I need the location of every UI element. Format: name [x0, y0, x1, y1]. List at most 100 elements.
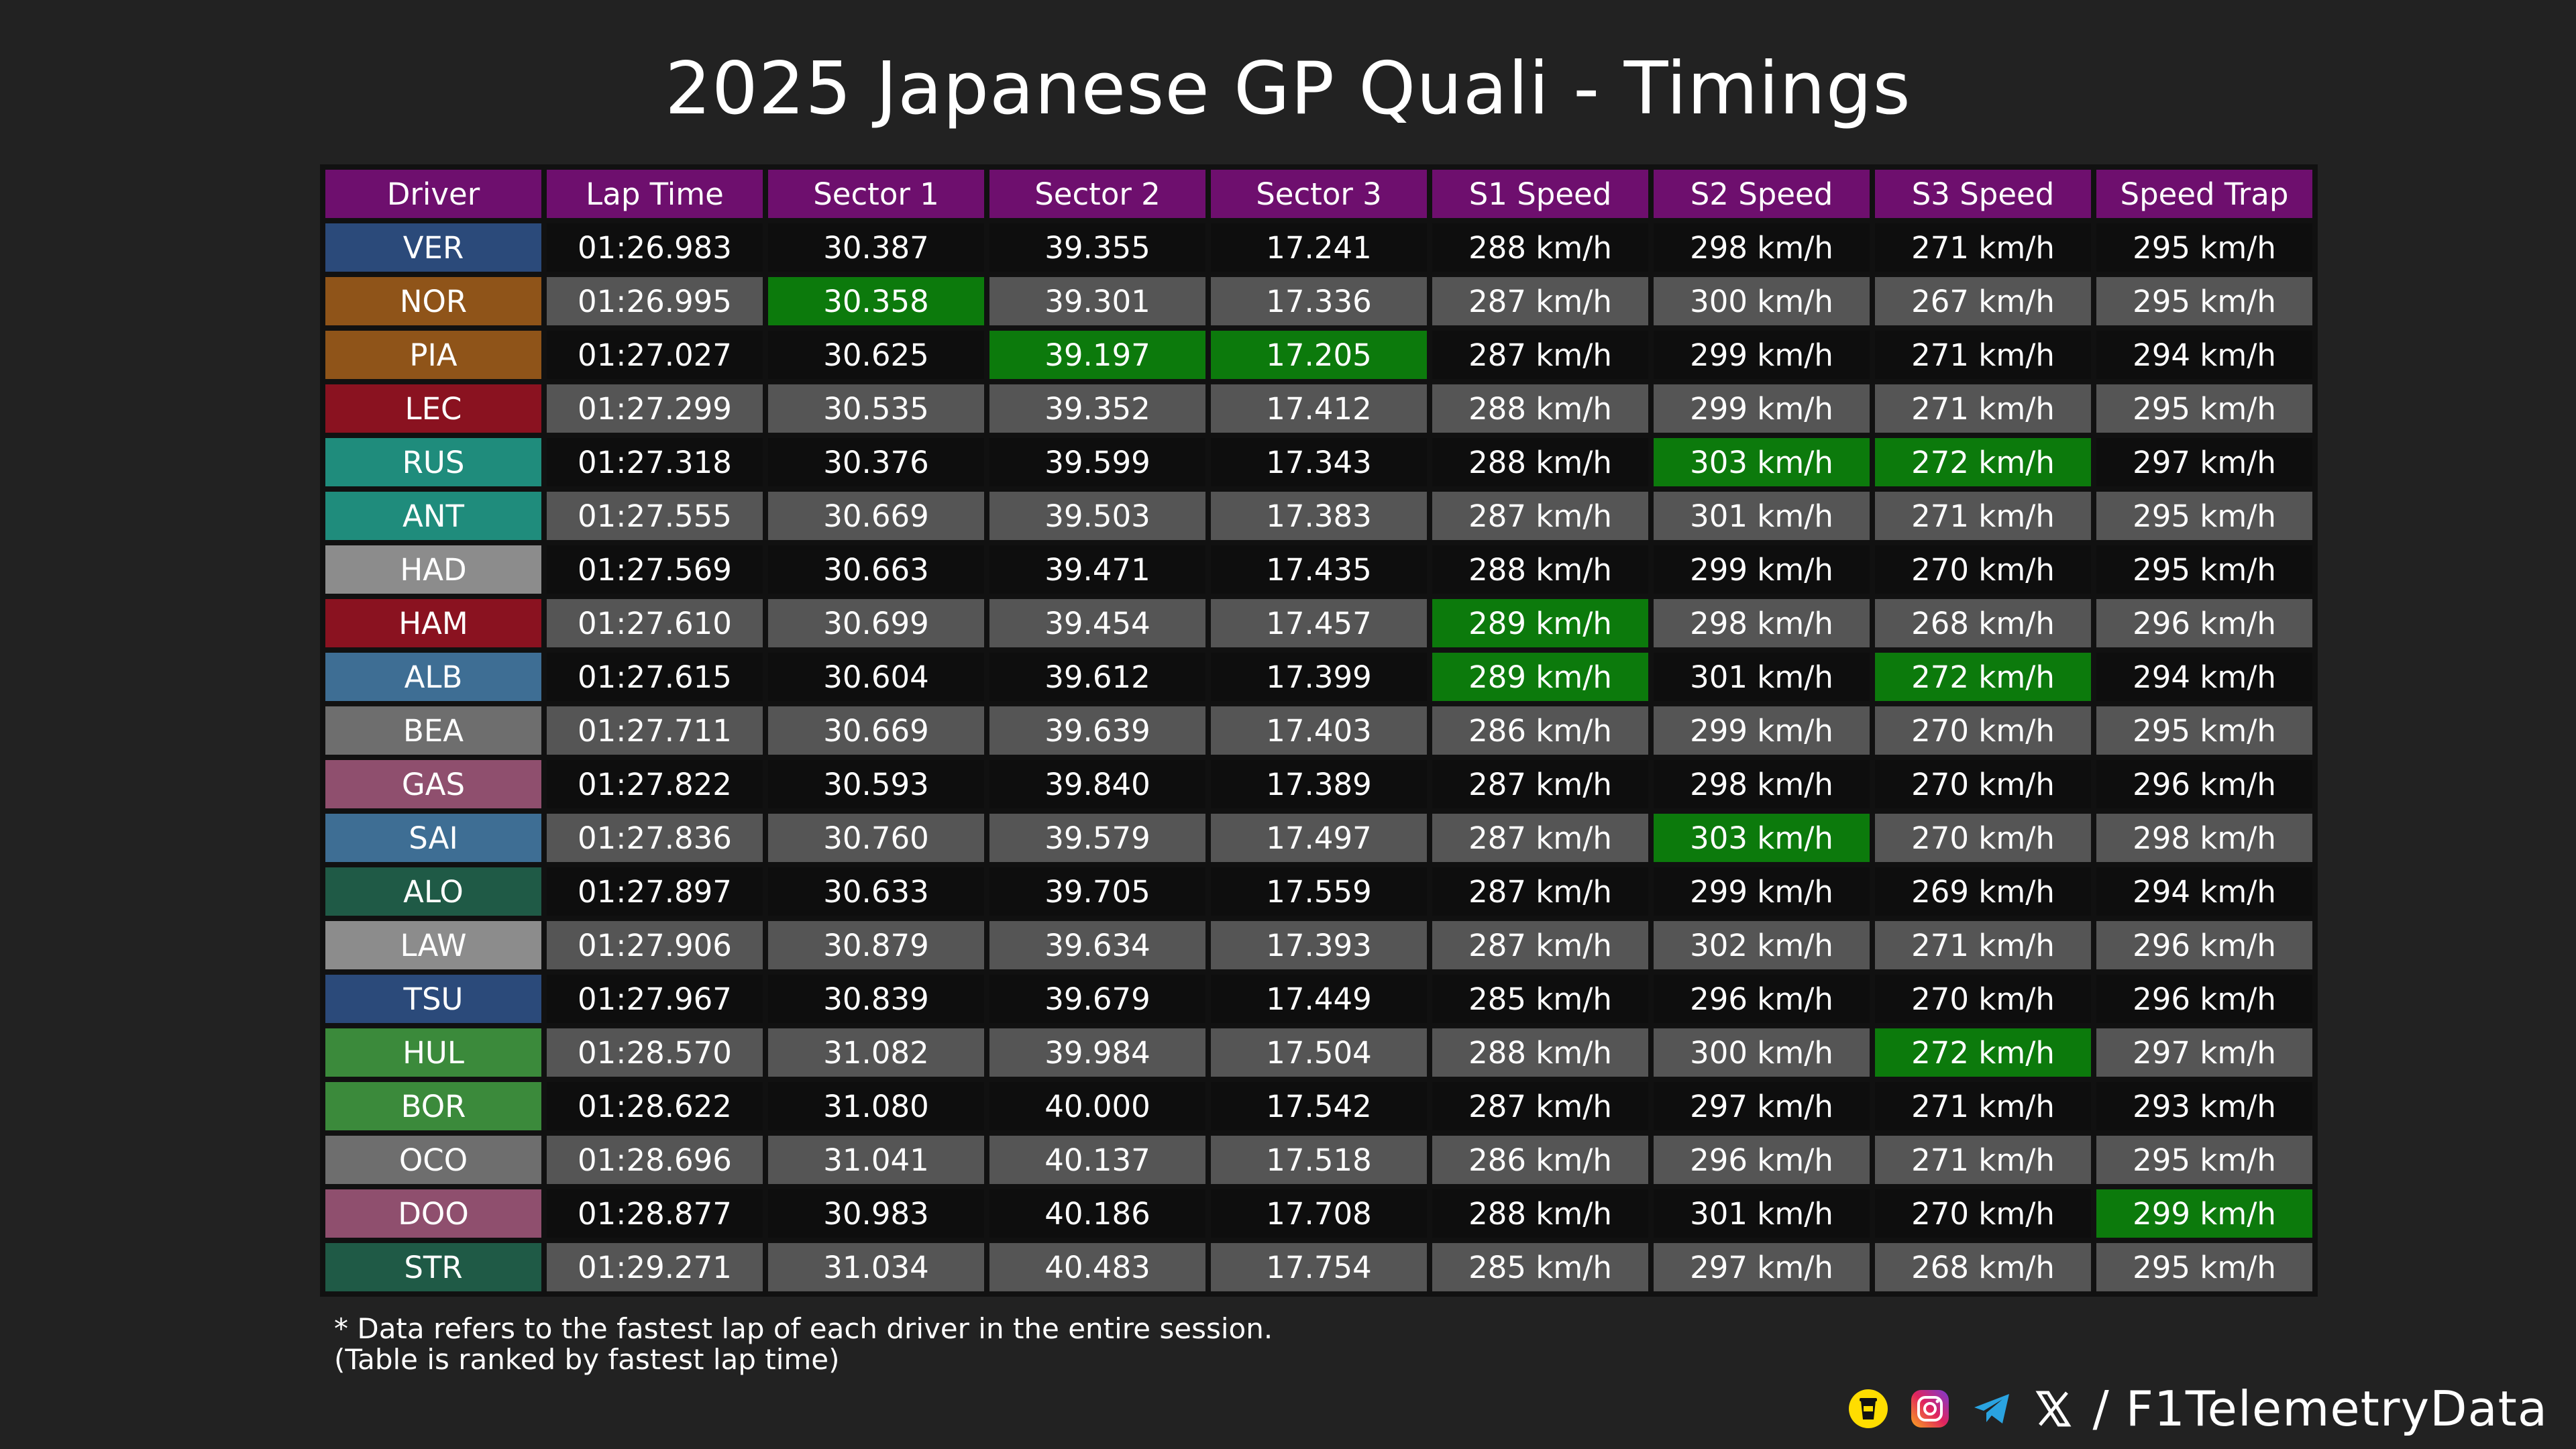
- s2-speed-cell: 301 km/h: [1651, 650, 1872, 704]
- telegram-icon[interactable]: [1970, 1387, 2014, 1431]
- s1-cell: 31.080: [765, 1079, 987, 1133]
- s3-cell: 17.383: [1208, 489, 1430, 543]
- s2-cell: 39.840: [987, 757, 1208, 811]
- driver-cell: BEA: [323, 704, 544, 757]
- lap-time-cell: 01:27.299: [544, 382, 765, 435]
- s3-speed-cell: 271 km/h: [1872, 328, 2094, 382]
- s2-cell: 39.984: [987, 1026, 1208, 1079]
- s1-speed-cell: 287 km/h: [1430, 328, 1651, 382]
- s2-cell: 39.503: [987, 489, 1208, 543]
- buymeacoffee-icon[interactable]: [1846, 1387, 1890, 1431]
- s3-speed-cell: 272 km/h: [1872, 650, 2094, 704]
- driver-cell: LAW: [323, 918, 544, 972]
- lap-time-cell: 01:29.271: [544, 1240, 765, 1294]
- driver-cell: ALO: [323, 865, 544, 918]
- s1-cell: 30.839: [765, 972, 987, 1026]
- lap-time-cell: 01:27.836: [544, 811, 765, 865]
- s1-speed-cell: 287 km/h: [1430, 811, 1651, 865]
- speed-trap-cell: 296 km/h: [2094, 757, 2315, 811]
- s1-cell: 30.879: [765, 918, 987, 972]
- driver-cell: RUS: [323, 435, 544, 489]
- lap-time-cell: 01:26.983: [544, 221, 765, 274]
- s1-cell: 30.387: [765, 221, 987, 274]
- s2-cell: 39.352: [987, 382, 1208, 435]
- table-row: LAW 01:27.906 30.879 39.634 17.393 287 km/h 30…: [323, 918, 2315, 972]
- s1-speed-cell: 288 km/h: [1430, 435, 1651, 489]
- s3-cell: 17.399: [1208, 650, 1430, 704]
- s2-speed-cell: 296 km/h: [1651, 1133, 1872, 1187]
- s1-cell: 30.669: [765, 489, 987, 543]
- speed-trap-cell: 297 km/h: [2094, 435, 2315, 489]
- table-row: RUS 01:27.318 30.376 39.599 17.343 288 km/h 30…: [323, 435, 2315, 489]
- s3-speed-cell: 271 km/h: [1872, 489, 2094, 543]
- speed-trap-cell: 294 km/h: [2094, 650, 2315, 704]
- s3-speed-cell: 268 km/h: [1872, 596, 2094, 650]
- s1-cell: 30.625: [765, 328, 987, 382]
- s2-speed-cell: 299 km/h: [1651, 704, 1872, 757]
- lap-time-cell: 01:27.897: [544, 865, 765, 918]
- s1-speed-cell: 288 km/h: [1430, 1026, 1651, 1079]
- s3-cell: 17.389: [1208, 757, 1430, 811]
- s1-speed-cell: 287 km/h: [1430, 1079, 1651, 1133]
- s1-speed-cell: 287 km/h: [1430, 865, 1651, 918]
- s1-cell: 30.376: [765, 435, 987, 489]
- driver-cell: VER: [323, 221, 544, 274]
- speed-trap-cell: 295 km/h: [2094, 382, 2315, 435]
- speed-trap-cell: 296 km/h: [2094, 596, 2315, 650]
- driver-cell: ALB: [323, 650, 544, 704]
- s2-speed-cell: 299 km/h: [1651, 328, 1872, 382]
- s1-speed-cell: 289 km/h: [1430, 650, 1651, 704]
- s2-cell: 39.301: [987, 274, 1208, 328]
- page-title: 2025 Japanese GP Quali - Timings: [665, 47, 1911, 131]
- s1-speed-cell: 288 km/h: [1430, 221, 1651, 274]
- s3-speed-cell: 270 km/h: [1872, 704, 2094, 757]
- s1-cell: 30.358: [765, 274, 987, 328]
- speed-trap-cell: 295 km/h: [2094, 274, 2315, 328]
- table-row: OCO 01:28.696 31.041 40.137 17.518 286 km/h 29…: [323, 1133, 2315, 1187]
- x-icon[interactable]: [2031, 1387, 2076, 1431]
- s3-cell: 17.403: [1208, 704, 1430, 757]
- lap-time-cell: 01:27.822: [544, 757, 765, 811]
- driver-cell: DOO: [323, 1187, 544, 1240]
- s2-cell: 39.705: [987, 865, 1208, 918]
- s2-speed-cell: 301 km/h: [1651, 489, 1872, 543]
- lap-time-cell: 01:27.027: [544, 328, 765, 382]
- footnote-line-1: * Data refers to the fastest lap of each…: [334, 1312, 1273, 1345]
- s1-cell: 31.041: [765, 1133, 987, 1187]
- s1-speed-cell: 289 km/h: [1430, 596, 1651, 650]
- s1-speed-cell: 285 km/h: [1430, 972, 1651, 1026]
- s1-cell: 30.633: [765, 865, 987, 918]
- table-row: BOR 01:28.622 31.080 40.000 17.542 287 km/h 29…: [323, 1079, 2315, 1133]
- lap-time-cell: 01:27.555: [544, 489, 765, 543]
- s2-cell: 39.599: [987, 435, 1208, 489]
- speed-trap-cell: 298 km/h: [2094, 811, 2315, 865]
- s3-speed-cell: 270 km/h: [1872, 1187, 2094, 1240]
- s2-speed-cell: 301 km/h: [1651, 1187, 1872, 1240]
- s2-cell: 39.355: [987, 221, 1208, 274]
- s2-cell: 40.483: [987, 1240, 1208, 1294]
- driver-cell: LEC: [323, 382, 544, 435]
- s3-speed-cell: 272 km/h: [1872, 435, 2094, 489]
- driver-cell: NOR: [323, 274, 544, 328]
- lap-time-cell: 01:28.877: [544, 1187, 765, 1240]
- driver-cell: SAI: [323, 811, 544, 865]
- s3-cell: 17.241: [1208, 221, 1430, 274]
- column-header: Sector 1: [765, 167, 987, 221]
- table-row: SAI 01:27.836 30.760 39.579 17.497 287 km/h 30…: [323, 811, 2315, 865]
- column-header: S1 Speed: [1430, 167, 1651, 221]
- table-row: BEA 01:27.711 30.669 39.639 17.403 286 km/h 29…: [323, 704, 2315, 757]
- s2-speed-cell: 303 km/h: [1651, 435, 1872, 489]
- s3-speed-cell: 270 km/h: [1872, 757, 2094, 811]
- lap-time-cell: 01:26.995: [544, 274, 765, 328]
- s1-speed-cell: 287 km/h: [1430, 274, 1651, 328]
- s2-speed-cell: 296 km/h: [1651, 972, 1872, 1026]
- instagram-icon[interactable]: [1908, 1387, 1952, 1431]
- speed-trap-cell: 293 km/h: [2094, 1079, 2315, 1133]
- column-header: S3 Speed: [1872, 167, 2094, 221]
- lap-time-cell: 01:27.318: [544, 435, 765, 489]
- driver-cell: GAS: [323, 757, 544, 811]
- table-header-row: Driver Lap Time Sector 1 Sector 2 Sector 3 S1…: [323, 167, 2315, 221]
- timing-table: Driver Lap Time Sector 1 Sector 2 Sector 3 S1…: [320, 164, 2318, 1297]
- s1-cell: 31.082: [765, 1026, 987, 1079]
